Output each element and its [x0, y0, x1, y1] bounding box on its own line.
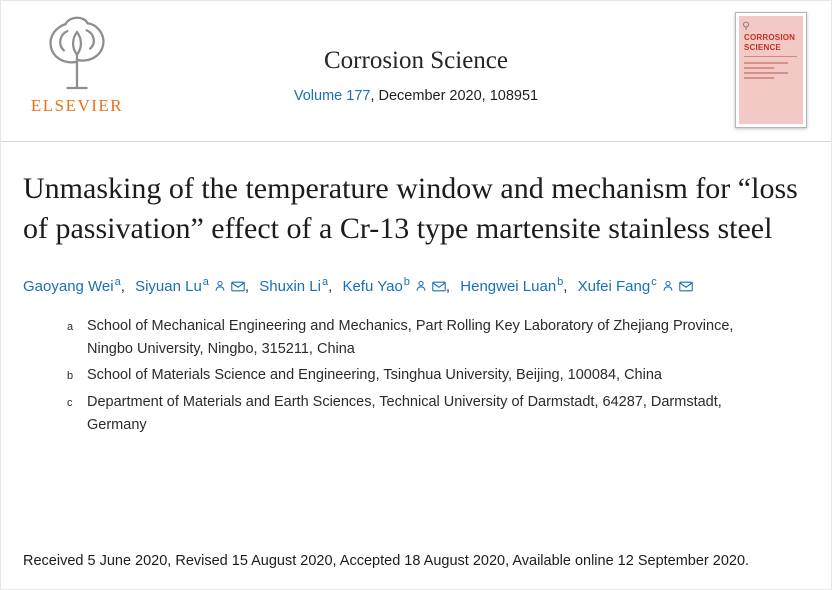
- cover-text-line: [744, 72, 788, 75]
- journal-cover-thumbnail[interactable]: CORROSION SCIENCE: [735, 12, 807, 128]
- author-name-link[interactable]: Kefu Yao: [342, 278, 403, 295]
- author-separator: ,: [120, 278, 125, 295]
- author-affiliation-sup: a: [202, 276, 209, 288]
- elsevier-tree-icon: [25, 11, 129, 95]
- affiliation-item: c Department of Materials and Earth Scie…: [67, 391, 751, 437]
- author-name-link[interactable]: Siyuan Lu: [135, 278, 202, 295]
- affiliation-list: a School of Mechanical Engineering and M…: [67, 315, 751, 437]
- author-affiliation-sup: a: [114, 276, 121, 288]
- cover-divider: [744, 56, 797, 58]
- author-affiliation-sup: a: [321, 276, 329, 288]
- email-author-icon[interactable]: [432, 278, 446, 295]
- author-affiliation-sup: b: [403, 276, 410, 288]
- author-separator: ,: [244, 278, 250, 295]
- volume-line: Volume 177, December 2020, 108951: [131, 88, 701, 104]
- journal-header: ELSEVIER Corrosion Science Volume 177, D…: [1, 1, 831, 142]
- affiliation-text: School of Mechanical Engineering and Mec…: [87, 318, 734, 357]
- affiliation-item: a School of Mechanical Engineering and M…: [67, 315, 751, 361]
- corresponding-author-icon[interactable]: [214, 278, 226, 295]
- article-dates-line: Received 5 June 2020, Revised 15 August …: [23, 553, 750, 569]
- cover-title-line2: SCIENCE: [744, 42, 781, 52]
- affiliation-text: Department of Materials and Earth Scienc…: [87, 394, 722, 433]
- author: Kefu Yaob,: [342, 276, 456, 295]
- author: Siyuan Lua,: [135, 276, 255, 295]
- elsevier-logo[interactable]: ELSEVIER: [25, 11, 129, 116]
- cover-logo-icon: [742, 18, 750, 36]
- author-affiliation-sup: b: [557, 276, 564, 288]
- author: Hengwei Luanb,: [460, 276, 573, 295]
- author: Shuxin Lia,: [259, 276, 338, 295]
- affiliation-item: b School of Materials Science and Engine…: [67, 364, 751, 388]
- affiliation-sup: b: [67, 370, 74, 382]
- author-separator: ,: [328, 278, 333, 295]
- author-affiliation-sup: c: [651, 276, 657, 288]
- cover-title-line1: CORROSION: [744, 33, 796, 42]
- email-author-icon[interactable]: [678, 278, 693, 295]
- corresponding-author-icon[interactable]: [415, 278, 427, 295]
- issue-info: , December 2020, 108951: [370, 88, 539, 104]
- elsevier-wordmark: ELSEVIER: [30, 96, 124, 115]
- author-separator: ,: [445, 278, 451, 295]
- email-author-icon[interactable]: [231, 278, 245, 295]
- author: Xufei Fangc: [577, 276, 693, 295]
- cover-text-line: [744, 62, 788, 65]
- affiliation-sup: c: [67, 397, 73, 409]
- journal-cover-art: CORROSION SCIENCE: [739, 16, 803, 124]
- author-name-link[interactable]: Shuxin Li: [259, 278, 321, 295]
- journal-meta: Corrosion Science Volume 177, December 2…: [131, 47, 701, 104]
- article-title: Unmasking of the temperature window and …: [23, 172, 798, 245]
- author-list: Gaoyang Weia, Siyuan Lua, Shuxin Lia, Ke…: [23, 276, 809, 295]
- author-name-link[interactable]: Hengwei Luan: [460, 278, 557, 295]
- author-name-link[interactable]: Xufei Fang: [577, 278, 651, 295]
- cover-text-line: [744, 67, 774, 70]
- author-name-link[interactable]: Gaoyang Wei: [23, 278, 114, 295]
- corresponding-author-icon[interactable]: [662, 278, 674, 295]
- author-separator: ,: [563, 278, 568, 295]
- volume-link[interactable]: Volume 177: [293, 88, 371, 104]
- author: Gaoyang Weia,: [23, 276, 131, 295]
- affiliation-sup: a: [67, 321, 74, 333]
- affiliation-text: School of Materials Science and Engineer…: [87, 367, 662, 383]
- cover-text-line: [744, 77, 774, 80]
- journal-title-link[interactable]: Corrosion Science: [324, 47, 508, 74]
- cover-title: CORROSION SCIENCE: [744, 33, 798, 52]
